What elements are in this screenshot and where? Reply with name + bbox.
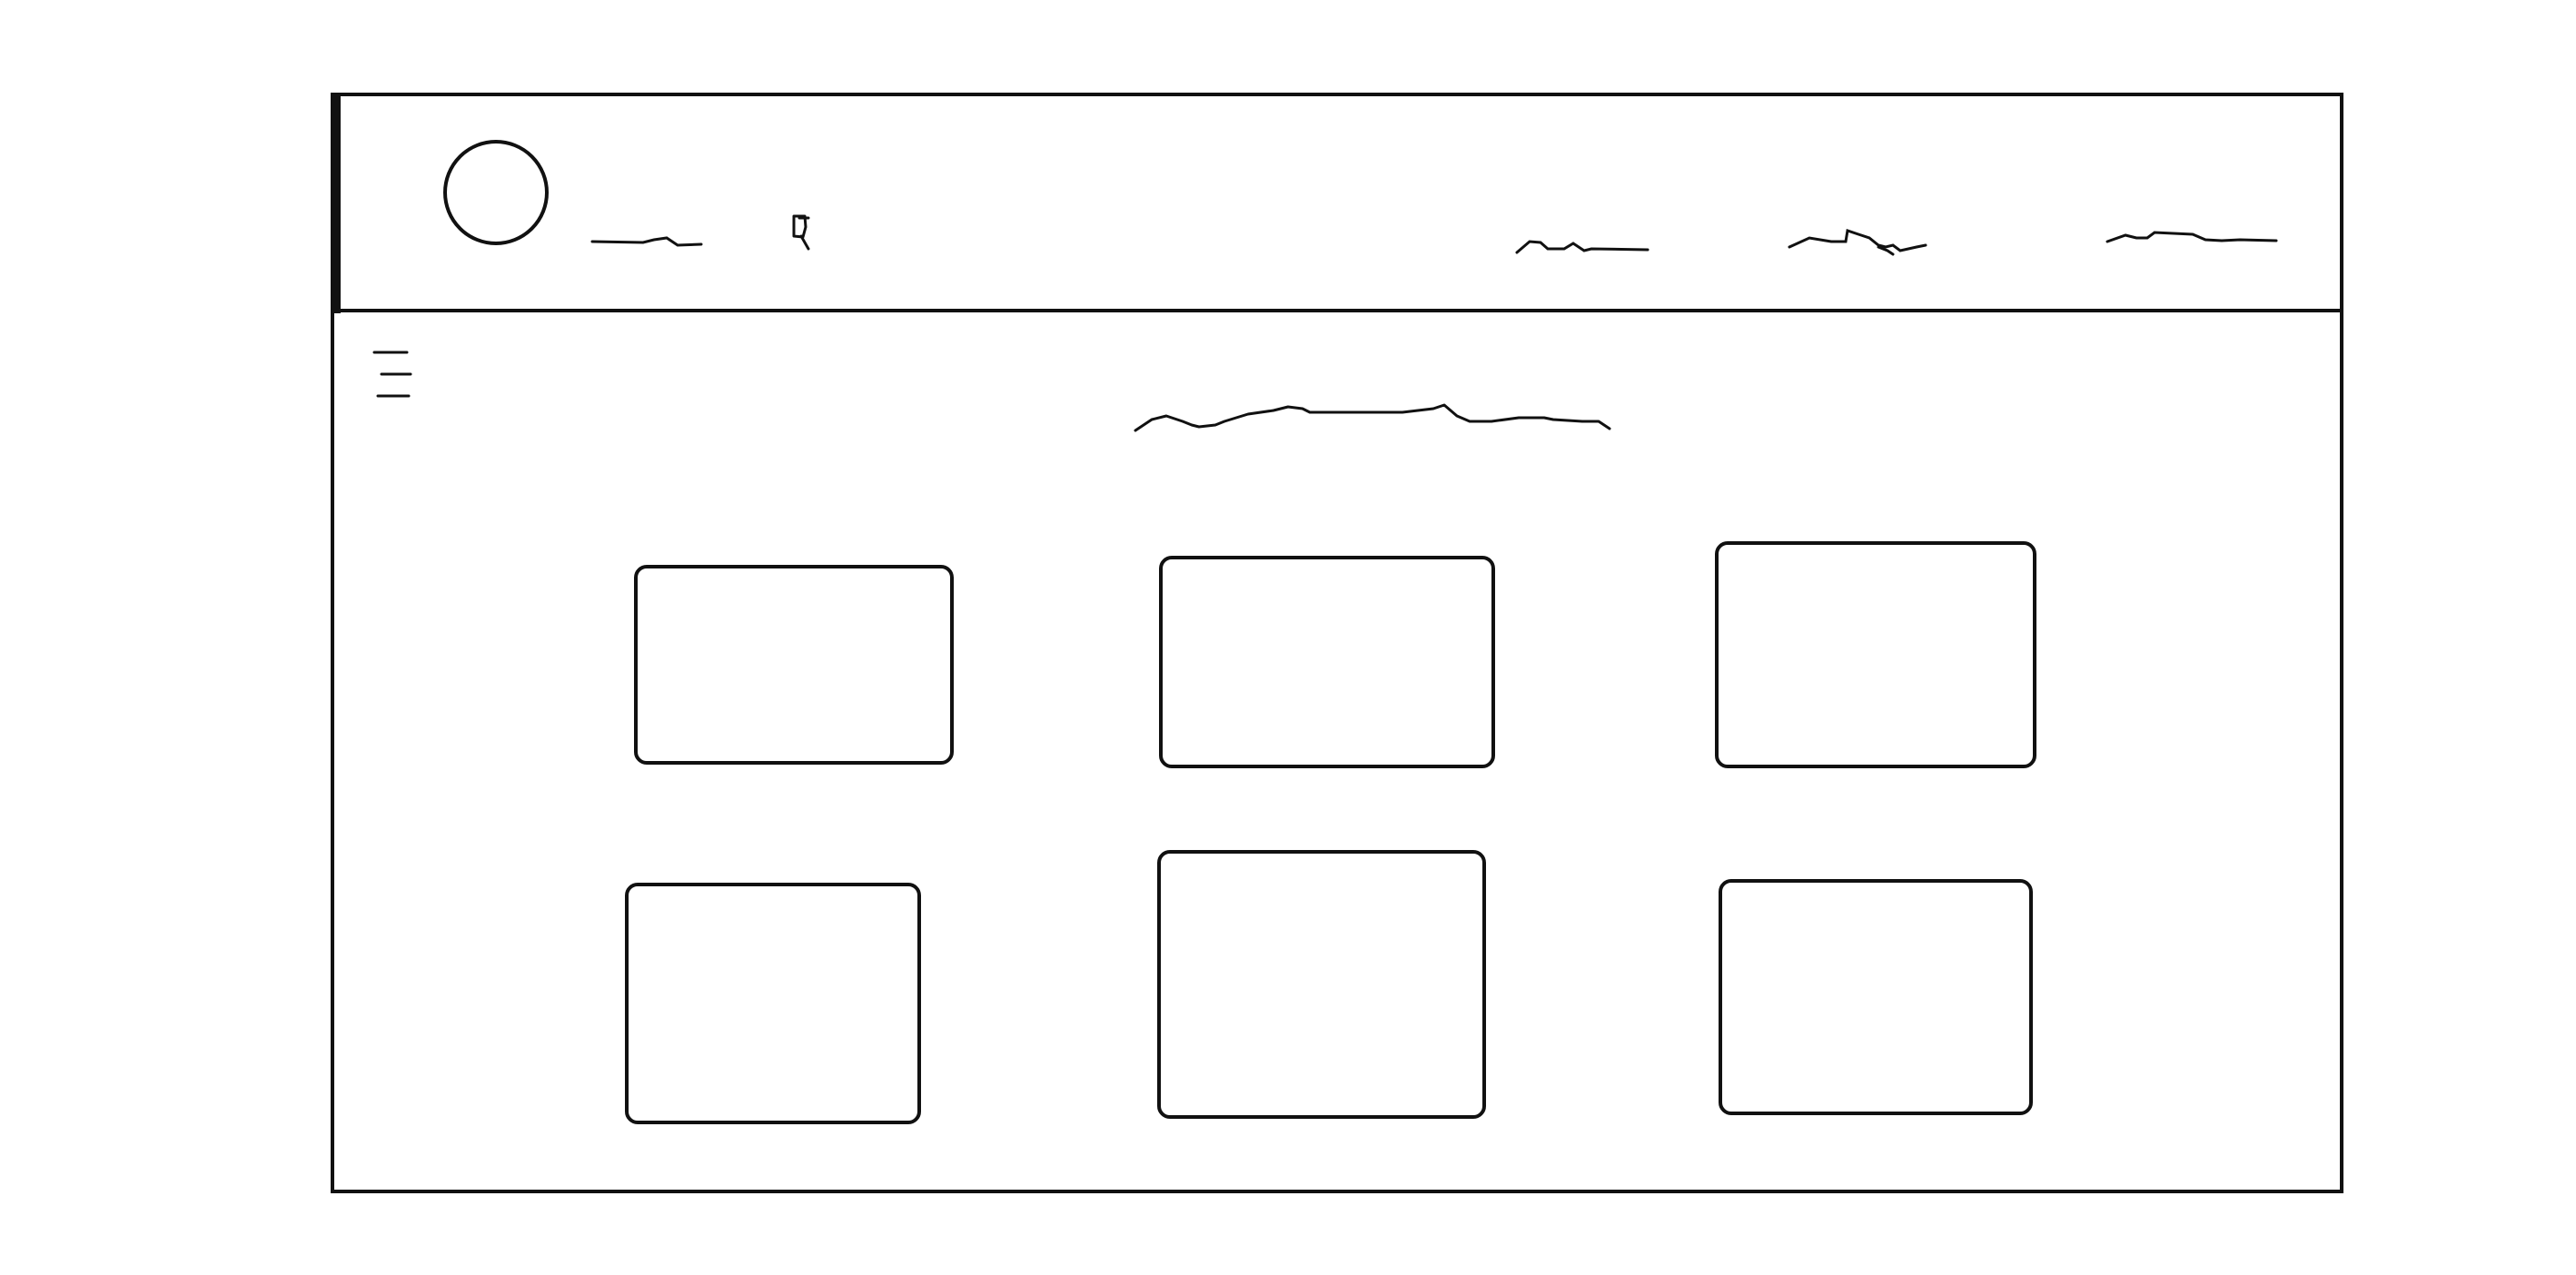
card-6[interactable] (1719, 879, 2033, 1115)
nav-link-2[interactable] (1788, 214, 1947, 265)
nav-link-1[interactable] (1515, 229, 1657, 265)
nav-link-1-scribble (1515, 240, 1650, 254)
card-4[interactable] (625, 883, 921, 1124)
brand-scribble (590, 236, 703, 247)
avatar[interactable] (443, 140, 549, 245)
card-2[interactable] (1159, 556, 1495, 768)
card-5[interactable] (1157, 850, 1486, 1119)
nav-link-3[interactable] (2105, 220, 2287, 256)
search-icon (792, 214, 810, 251)
page-title-scribble (1134, 403, 1611, 432)
card-3[interactable] (1715, 541, 2036, 768)
nav-link-3-scribble (2105, 231, 2278, 243)
card-1[interactable] (634, 565, 954, 765)
hamburger-menu-icon (372, 351, 412, 398)
header-bar (334, 96, 2340, 312)
nav-link-2-scribble (1788, 229, 1927, 256)
browser-window-frame (331, 93, 2343, 1193)
menu-button[interactable] (372, 347, 414, 409)
frame-left-edge (333, 95, 341, 313)
page-title (1134, 390, 1624, 445)
search-button[interactable] (785, 209, 821, 260)
